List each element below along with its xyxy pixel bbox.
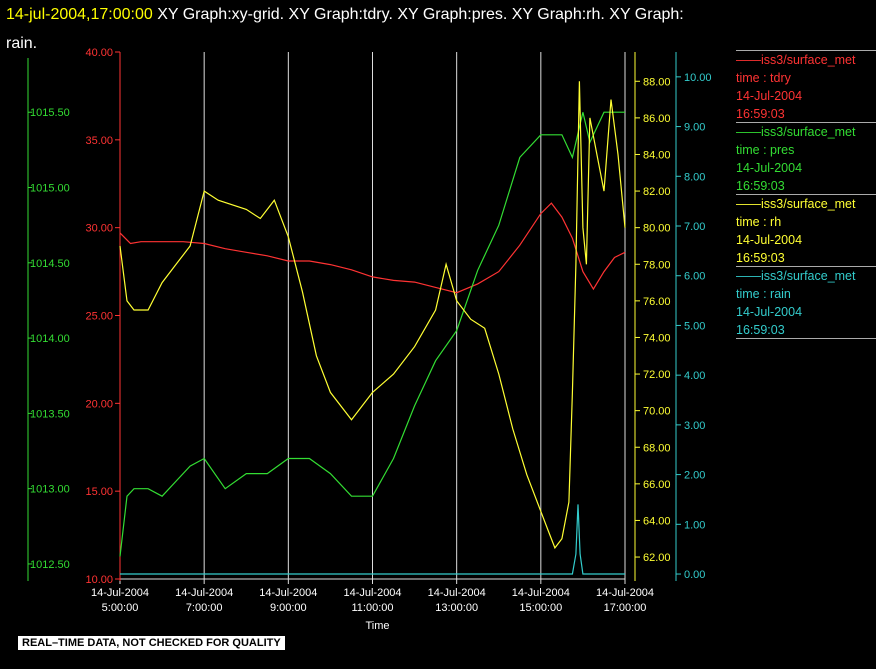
x-tick-time: 5:00:00 [102,602,139,614]
x-tick-date: 14-Jul-2004 [512,587,570,599]
pres-tick-label: 1012.50 [30,559,70,571]
rain-tick-label: 7.00 [684,221,705,233]
rh-tick-label: 78.00 [643,259,671,271]
legend-text: ——iss3/surface_met [736,53,856,67]
x-tick-time: 15:00:00 [519,602,562,614]
rain-tick-label: 10.00 [684,72,712,84]
legend-text: ——iss3/surface_met [736,125,856,139]
x-axis-label: Time [365,620,389,632]
rain-tick-label: 6.00 [684,271,705,283]
x-tick-time: 13:00:00 [435,602,478,614]
legend-text: time : rh [736,215,782,229]
legend-text: 14-Jul-2004 [736,233,803,247]
x-tick-time: 17:00:00 [604,602,647,614]
chart-header: 14-jul-2004,17:00:00 XY Graph:xy-grid. X… [6,0,866,58]
header-title-line2: rain. [6,35,38,52]
x-tick-date: 14-Jul-2004 [259,587,317,599]
rh-tick-label: 68.00 [643,442,671,454]
x-tick-date: 14-Jul-2004 [428,587,486,599]
legend-text: time : rain [736,287,791,301]
rain-tick-label: 1.00 [684,519,705,531]
legend-separator [736,50,876,51]
rain-tick-label: 5.00 [684,320,705,332]
legend-text: ——iss3/surface_met [736,197,856,211]
rh-tick-label: 62.00 [643,552,671,564]
tdry-tick-label: 30.00 [85,223,113,235]
legend-text: 16:59:03 [736,323,785,337]
legend-text: 16:59:03 [736,107,785,121]
series-pres [119,111,625,557]
pres-tick-label: 1013.00 [30,484,70,496]
legend-text: time : pres [736,143,795,157]
rh-tick-label: 82.00 [643,186,671,198]
x-tick-time: 7:00:00 [186,602,223,614]
rh-tick-label: 84.00 [643,149,671,161]
series-rh [119,81,626,550]
tdry-tick-label: 40.00 [85,47,113,59]
legend-text: 14-Jul-2004 [736,161,803,175]
tdry-tick-label: 15.00 [85,486,113,498]
x-tick-date: 14-Jul-2004 [343,587,401,599]
pres-tick-label: 1013.50 [30,408,70,420]
rh-tick-label: 86.00 [643,113,671,125]
rain-tick-label: 3.00 [684,420,705,432]
series-tdry [119,202,626,294]
legend-text: 16:59:03 [736,251,785,265]
header-timestamp: 14-jul-2004,17:00:00 [6,6,153,23]
legend-separator [736,122,876,123]
x-tick-date: 14-Jul-2004 [91,587,149,599]
series-rain [120,504,625,575]
rain-tick-label: 0.00 [684,569,705,581]
rain-tick-label: 4.00 [684,370,705,382]
rh-tick-label: 72.00 [643,369,671,381]
legend-separator [736,194,876,195]
tdry-tick-label: 25.00 [85,311,113,323]
tdry-tick-label: 10.00 [85,574,113,586]
x-tick-date: 14-Jul-2004 [596,587,654,599]
rh-tick-label: 74.00 [643,332,671,344]
pres-tick-label: 1014.50 [30,258,70,270]
rh-tick-label: 70.00 [643,406,671,418]
legend-separator [736,338,876,339]
rh-tick-label: 66.00 [643,479,671,491]
rh-tick-label: 80.00 [643,223,671,235]
legend-text: 16:59:03 [736,179,785,193]
pres-tick-label: 1015.50 [30,107,70,119]
header-title-line1: XY Graph:xy-grid. XY Graph:tdry. XY Grap… [152,6,684,23]
rh-tick-label: 76.00 [643,296,671,308]
legend-end [736,338,876,339]
tdry-tick-label: 20.00 [85,398,113,410]
x-tick-date: 14-Jul-2004 [175,587,233,599]
rain-tick-label: 2.00 [684,470,705,482]
rain-tick-label: 8.00 [684,171,705,183]
legend-text: time : tdry [736,71,791,85]
rain-tick-label: 9.00 [684,122,705,134]
pres-tick-label: 1014.00 [30,333,70,345]
rh-tick-label: 88.00 [643,76,671,88]
legend-separator [736,266,876,267]
legend-text: 14-Jul-2004 [736,89,803,103]
tdry-tick-label: 35.00 [85,135,113,147]
x-tick-time: 9:00:00 [270,602,307,614]
rh-tick-label: 64.00 [643,515,671,527]
x-tick-time: 11:00:00 [351,602,393,614]
pres-tick-label: 1015.00 [30,183,70,195]
legend-text: 14-Jul-2004 [736,305,803,319]
quality-note: REAL–TIME DATA, NOT CHECKED FOR QUALITY [18,636,285,650]
legend-text: ——iss3/surface_met [736,269,856,283]
